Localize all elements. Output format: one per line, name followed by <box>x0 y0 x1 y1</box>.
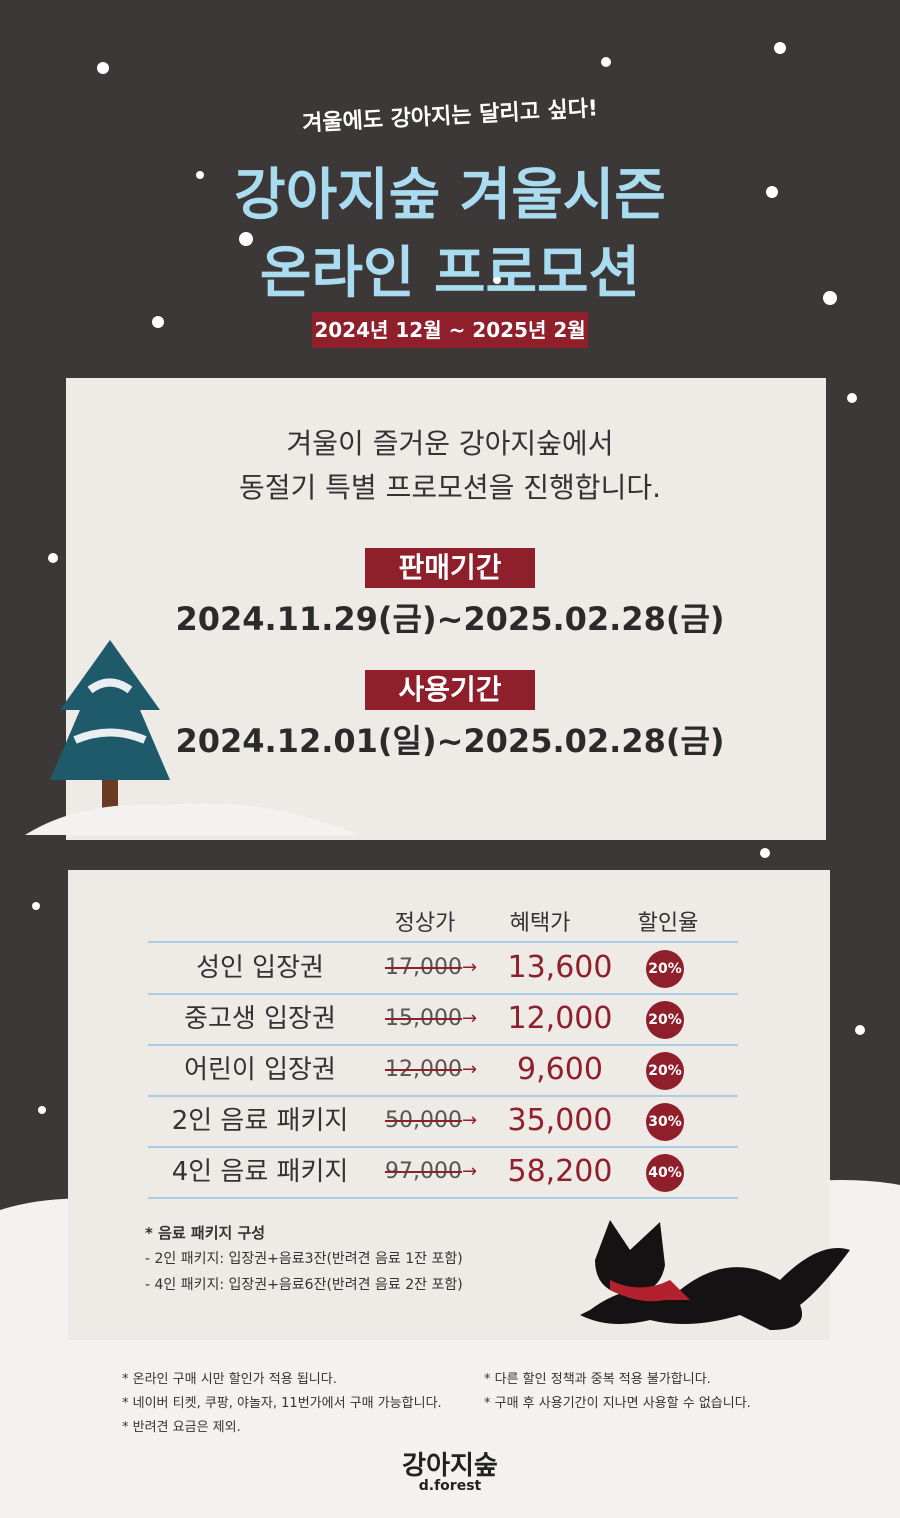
sale-price: 35,000 <box>507 1103 613 1138</box>
arrow: → <box>462 957 478 978</box>
table-header: 할인율 <box>637 911 699 936</box>
package-title: * 음료 패키지 구성 <box>145 1224 266 1242</box>
table-row: 성인 입장권 17,000 → 13,600 20% <box>0 943 900 993</box>
package-item: - 4인 패키지: 입장권+음료6잔(반려견 음료 2잔 포함) <box>145 1277 463 1293</box>
discount-badge: 20% <box>646 1052 684 1090</box>
row-line <box>148 1197 738 1199</box>
info-panel <box>66 378 826 840</box>
logo-name: 강아지숲 <box>402 1451 498 1481</box>
footnote: * 온라인 구매 시만 할인가 적용 됩니다. <box>122 1372 337 1387</box>
table-row: 중고생 입장권 15,000 → 12,000 20% <box>0 994 900 1044</box>
row-line <box>148 993 738 995</box>
row-name: 2인 음료 패키지 <box>171 1106 349 1136</box>
discount-badge: 40% <box>646 1154 684 1192</box>
discount-badge: 20% <box>646 1001 684 1039</box>
footnote: * 구매 후 사용기간이 지나면 사용할 수 없습니다. <box>484 1396 751 1411</box>
period-label: 사용기간 <box>365 670 535 710</box>
regular-price: 97,000 <box>385 1159 462 1184</box>
logo-sub: d.forest <box>418 1478 482 1494</box>
row-line <box>148 1095 738 1097</box>
row-line <box>148 1044 738 1046</box>
table-header: 정상가 <box>394 911 456 936</box>
footnote: * 반려견 요금은 제외. <box>122 1420 241 1435</box>
discount-badge: 20% <box>646 950 684 988</box>
regular-price: 12,000 <box>385 1057 462 1082</box>
row-name: 성인 입장권 <box>196 953 324 983</box>
row-name: 중고생 입장권 <box>184 1004 336 1034</box>
title-line: 강아지숲 겨울시즌 <box>234 163 666 228</box>
regular-price: 50,000 <box>385 1108 462 1133</box>
sale-price: 12,000 <box>507 1001 613 1036</box>
regular-price: 17,000 <box>385 955 462 980</box>
intro-line: 동절기 특별 프로모션을 진행합니다. <box>238 471 661 504</box>
period-dates: 2024.12.01(일)~2025.02.28(금) <box>175 722 725 760</box>
title-line: 온라인 프로모션 <box>259 241 641 306</box>
row-name: 4인 음료 패키지 <box>171 1157 349 1187</box>
row-line <box>148 1146 738 1148</box>
row-name: 어린이 입장권 <box>184 1055 336 1085</box>
sale-price: 58,200 <box>507 1154 613 1189</box>
table-row: 2인 음료 패키지 50,000 → 35,000 30% <box>0 1096 900 1146</box>
arrow: → <box>462 1161 478 1182</box>
package-item: - 2인 패키지: 입장권+음료3잔(반려견 음료 1잔 포함) <box>145 1251 463 1267</box>
sale-price: 13,600 <box>507 950 613 985</box>
table-header: 혜택가 <box>509 911 571 936</box>
intro-line: 겨울이 즐거운 강아지숲에서 <box>286 427 614 460</box>
row-line <box>148 941 738 943</box>
arrow: → <box>462 1008 478 1029</box>
period-dates: 2024.11.29(금)~2025.02.28(금) <box>175 600 725 638</box>
table-row: 4인 음료 패키지 97,000 → 58,200 40% <box>0 1147 900 1197</box>
sale-price: 9,600 <box>517 1052 603 1087</box>
footnote: * 네이버 티켓, 쿠팡, 야놀자, 11번가에서 구매 가능합니다. <box>122 1396 442 1411</box>
footnote: * 다른 할인 정책과 중복 적용 불가합니다. <box>484 1372 711 1387</box>
price-panel <box>68 870 830 1340</box>
table-row: 어린이 입장권 12,000 → 9,600 20% <box>0 1045 900 1095</box>
arrow: → <box>462 1110 478 1131</box>
arrow: → <box>462 1059 478 1080</box>
period-badge: 2024년 12월 ~ 2025년 2월 <box>312 312 588 348</box>
discount-badge: 30% <box>646 1103 684 1141</box>
tree <box>25 640 360 835</box>
regular-price: 15,000 <box>385 1006 462 1031</box>
dog <box>580 1220 850 1330</box>
period-label: 판매기간 <box>365 548 535 588</box>
